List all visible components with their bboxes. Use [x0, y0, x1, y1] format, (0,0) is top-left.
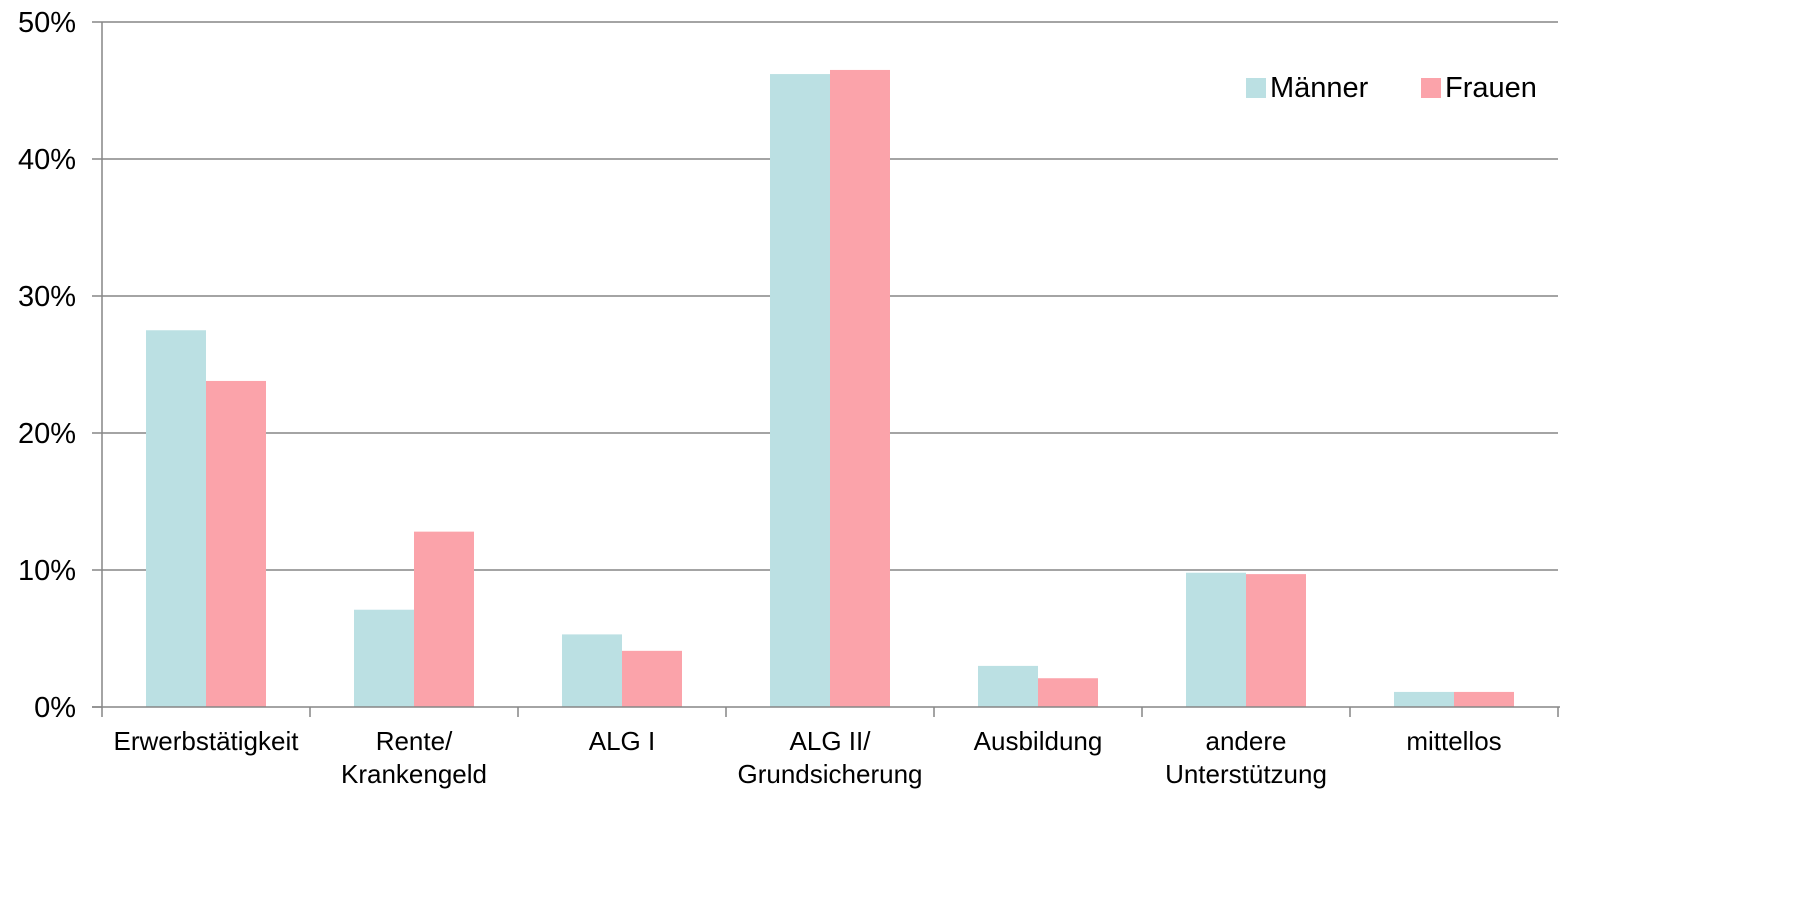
y-tick-label: 50% — [18, 7, 76, 39]
x-axis-ticks — [101, 707, 1559, 717]
bar-frauen — [1246, 574, 1306, 707]
legend-label-maenner: Männer — [1270, 72, 1369, 104]
bar-frauen — [206, 380, 266, 707]
x-category-label: ALG II/ — [790, 726, 872, 756]
bar-frauen — [1454, 691, 1514, 707]
bar-maenner — [1186, 572, 1246, 707]
y-tick-label: 40% — [18, 144, 76, 176]
bar-maenner — [1394, 691, 1454, 707]
legend-label-frauen: Frauen — [1445, 72, 1537, 104]
x-category-label: Unterstützung — [1165, 759, 1327, 789]
bar-frauen — [622, 650, 682, 707]
axes — [92, 22, 1560, 708]
x-category-label: Ausbildung — [974, 726, 1103, 756]
y-tick-label: 30% — [18, 281, 76, 313]
bar-frauen — [414, 531, 474, 707]
bar-frauen — [1038, 678, 1098, 707]
legend-swatch-maenner — [1246, 78, 1266, 98]
y-tick-label: 0% — [34, 692, 76, 724]
bar-frauen — [830, 69, 890, 707]
legend: Männer Frauen — [1246, 72, 1537, 104]
x-category-label: Erwerbstätigkeit — [114, 726, 300, 756]
x-category-label: ALG I — [589, 726, 655, 756]
legend-swatch-frauen — [1421, 78, 1441, 98]
y-tick-label: 10% — [18, 555, 76, 587]
x-category-label: Rente/ — [376, 726, 453, 756]
x-category-label: andere — [1206, 726, 1287, 756]
bars — [146, 69, 1514, 707]
y-axis-tick-labels: 0% 10% 20% 30% 40% 50% — [18, 7, 102, 724]
bar-maenner — [770, 74, 830, 707]
x-category-label: Krankengeld — [341, 759, 487, 789]
bar-maenner — [562, 634, 622, 707]
x-category-label: mittellos — [1406, 726, 1501, 756]
x-category-label: Grundsicherung — [738, 759, 923, 789]
bar-maenner — [354, 609, 414, 707]
x-axis-category-labels: Erwerbstätigkeit Rente/Krankengeld ALG I AL… — [114, 726, 1502, 789]
y-tick-label: 20% — [18, 418, 76, 450]
bar-maenner — [978, 665, 1038, 707]
bar-maenner — [146, 330, 206, 707]
